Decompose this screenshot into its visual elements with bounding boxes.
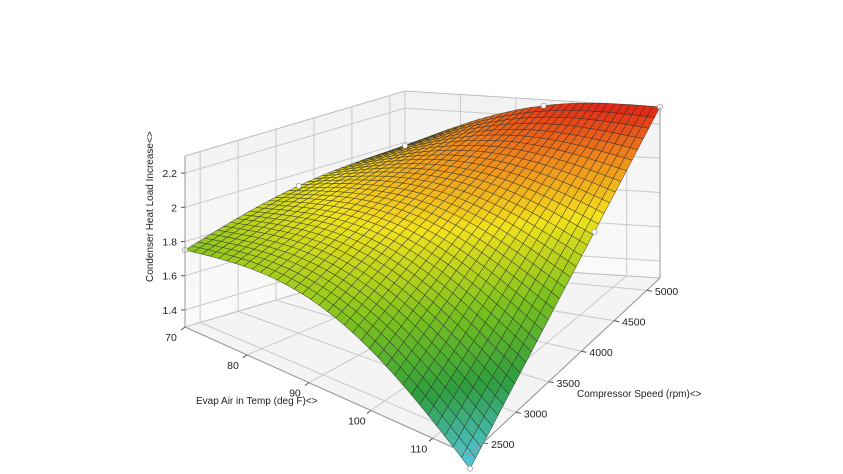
x-axis-label: Evap Air in Temp (deg F)<> (196, 396, 318, 407)
z-axis-label: Condenser Heat Load Increase<> (145, 131, 156, 282)
y-tick-label: 4500 (622, 317, 646, 329)
z-tick-label: 2 (171, 202, 177, 214)
y-tick (515, 411, 521, 414)
x-tick-label: 90 (289, 388, 301, 400)
y-tick-label: 2500 (491, 439, 515, 451)
y-tick (614, 320, 620, 323)
y-tick-label: 4000 (589, 347, 613, 359)
y-tick (548, 381, 554, 384)
data-point-marker (591, 228, 598, 235)
x-tick (428, 437, 434, 442)
z-tick-label: 1.4 (162, 305, 177, 317)
z-tick-label: 2.2 (162, 168, 177, 180)
z-tick-label: 1.6 (162, 271, 177, 283)
frame-edge (469, 277, 661, 456)
grid-line (184, 141, 406, 208)
x-tick (304, 382, 310, 387)
data-point-marker (540, 102, 547, 109)
y-tick-label: 3000 (524, 408, 548, 420)
data-point-marker (295, 182, 302, 189)
tick-labels: 1.4 1.6 1.8 2 2.2 70 80 90 100 110 2500 3000 3500 400… (162, 168, 678, 455)
x-tick (242, 354, 248, 359)
x-tick (180, 326, 186, 331)
x-tick (366, 410, 372, 414)
y-tick (483, 442, 489, 445)
data-point-marker (402, 142, 408, 149)
x-tick-label: 100 (348, 415, 366, 427)
grid-line (184, 107, 406, 174)
data-point-marker (467, 465, 473, 472)
frame-edge (184, 326, 471, 456)
surface-mesh (182, 102, 663, 472)
z-tick-label: 1.8 (162, 237, 177, 249)
y-axis-label: Compressor Speed (rpm)<> (577, 389, 702, 400)
y-tick (581, 350, 587, 353)
y-tick (646, 289, 652, 292)
y-tick-label: 5000 (655, 286, 679, 298)
y-tick-label: 3500 (557, 378, 581, 390)
x-tick-label: 70 (165, 332, 177, 344)
x-tick-label: 80 (227, 360, 239, 372)
x-tick-label: 110 (410, 443, 427, 455)
